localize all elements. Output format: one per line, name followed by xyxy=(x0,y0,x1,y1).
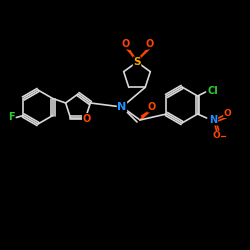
Text: O: O xyxy=(224,108,232,118)
Text: N: N xyxy=(210,115,218,125)
Text: N: N xyxy=(118,102,127,112)
Text: Cl: Cl xyxy=(207,86,218,96)
Text: O: O xyxy=(213,132,220,140)
Text: O: O xyxy=(122,39,130,49)
Text: S: S xyxy=(133,57,141,67)
Text: O: O xyxy=(82,114,91,124)
Text: F: F xyxy=(8,112,14,122)
Text: O: O xyxy=(146,39,154,49)
Text: O: O xyxy=(148,102,156,112)
